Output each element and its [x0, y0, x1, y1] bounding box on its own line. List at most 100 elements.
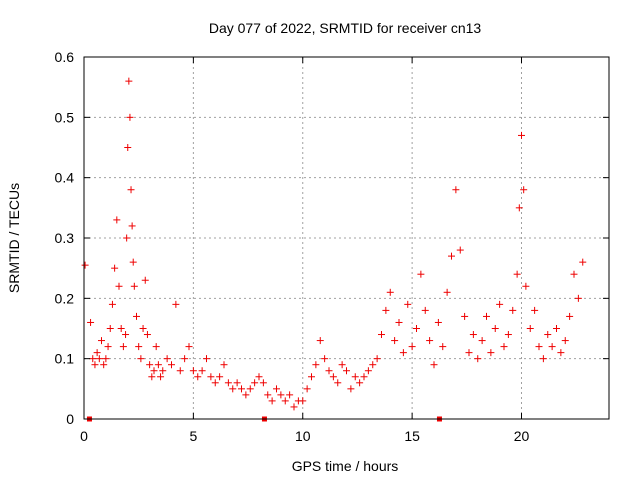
data-point — [369, 361, 377, 369]
data-point — [100, 361, 108, 369]
data-point — [119, 343, 127, 351]
data-point — [299, 397, 307, 405]
data-point — [137, 355, 145, 363]
data-point — [194, 373, 202, 381]
data-point — [268, 397, 276, 405]
data-point — [303, 385, 311, 393]
data-point — [461, 312, 469, 320]
data-point — [242, 391, 250, 399]
data-point — [408, 343, 416, 351]
data-point — [122, 331, 130, 339]
data-point — [181, 355, 189, 363]
data-point — [526, 325, 534, 332]
data-point — [513, 270, 521, 278]
x-tick-label: 15 — [404, 428, 420, 444]
data-point — [152, 343, 160, 351]
data-point — [364, 367, 372, 375]
data-point — [504, 331, 512, 339]
data-point — [104, 343, 112, 351]
data-point — [500, 343, 508, 351]
data-point — [386, 288, 394, 296]
data-point — [98, 337, 105, 345]
data-point — [395, 318, 403, 326]
y-tick-label: 0.5 — [55, 109, 75, 125]
x-axis-ticks: 0 5 10 15 20 — [80, 57, 529, 444]
data-point — [491, 325, 499, 332]
data-point — [130, 282, 138, 290]
data-point — [566, 312, 574, 320]
data-point — [515, 204, 523, 212]
data-point — [531, 306, 539, 314]
data-point — [520, 186, 528, 194]
data-point — [135, 343, 143, 351]
data-point — [465, 349, 473, 357]
x-tick-label: 10 — [295, 428, 311, 444]
data-point — [290, 403, 298, 411]
y-axis-title: SRMTID / TECUs — [6, 183, 22, 293]
data-point — [220, 361, 228, 369]
data-point — [150, 367, 158, 375]
x-tick-label: 5 — [189, 428, 197, 444]
chart-title: Day 077 of 2022, SRMTID for receiver cn1… — [209, 20, 482, 36]
data-point — [102, 355, 110, 363]
data-point — [123, 234, 131, 242]
data-point — [430, 361, 438, 369]
data-point — [347, 385, 355, 393]
data-point — [382, 306, 390, 314]
y-tick-label: 0.3 — [55, 230, 75, 246]
data-point — [157, 373, 165, 381]
data-point — [113, 216, 121, 224]
data-point — [95, 355, 103, 363]
data-point — [316, 337, 324, 345]
data-point — [443, 288, 451, 296]
data-point — [456, 246, 464, 254]
data-point — [251, 379, 259, 387]
y-tick-label: 0.2 — [55, 290, 75, 306]
data-point — [124, 144, 132, 151]
x-tick-label: 0 — [80, 428, 88, 444]
data-point — [229, 385, 237, 393]
data-point — [128, 222, 136, 230]
y-tick-label: 0.1 — [55, 351, 75, 367]
data-point — [434, 318, 442, 326]
data-point — [281, 397, 289, 405]
data-point — [139, 325, 147, 332]
data-point — [117, 325, 125, 332]
data-point — [81, 261, 89, 269]
data-point — [176, 367, 184, 375]
data-point — [483, 312, 490, 320]
data-point — [557, 349, 565, 357]
data-point — [338, 361, 346, 369]
data-point — [351, 373, 359, 381]
data-point — [334, 379, 342, 387]
x-tick-label: 20 — [514, 428, 530, 444]
data-point — [146, 361, 154, 369]
data-point — [399, 349, 407, 357]
data-point — [448, 252, 455, 260]
data-point — [115, 282, 123, 290]
data-point — [413, 325, 420, 332]
data-point — [189, 367, 197, 375]
data-point — [535, 343, 543, 351]
data-point — [474, 355, 482, 363]
data-point — [426, 337, 434, 345]
data-point — [548, 343, 556, 351]
data-point — [579, 258, 587, 266]
data-point — [233, 379, 241, 387]
data-point — [469, 331, 477, 339]
data-point — [325, 367, 333, 375]
data-point — [321, 355, 329, 363]
data-point — [360, 373, 368, 381]
data-point — [143, 331, 151, 339]
data-point — [168, 361, 175, 369]
y-axis-ticks: 0 0.1 0.2 0.3 0.4 0.5 0.6 — [55, 49, 609, 427]
data-point — [154, 361, 162, 369]
data-point — [108, 300, 116, 308]
data-point — [224, 379, 232, 387]
data-point — [312, 361, 320, 369]
data-point — [478, 337, 486, 345]
data-point — [89, 355, 97, 363]
data-point — [553, 325, 560, 332]
data-point — [91, 361, 99, 369]
